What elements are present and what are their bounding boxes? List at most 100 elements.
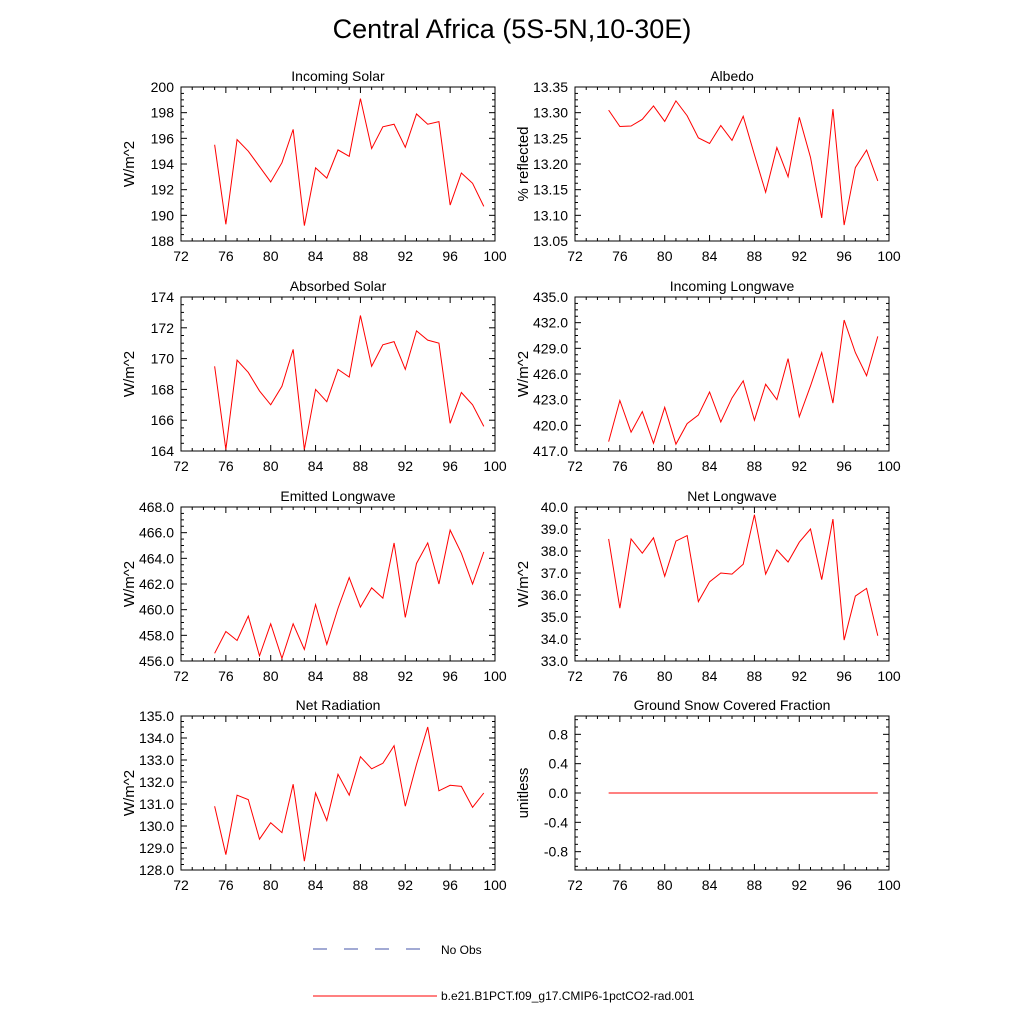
y-tick-label: 35.0 — [541, 609, 568, 625]
y-tick-label: 132.0 — [139, 774, 174, 790]
panel-net-longwave: Net Longwave W/m^2 72 76 80 84 88 92 96 100 33.0 34… — [515, 488, 901, 684]
y-tick-label: -0.4 — [544, 814, 568, 830]
x-tick-label: 80 — [263, 248, 279, 264]
y-axis-label: W/m^2 — [515, 351, 532, 397]
x-tick-label: 84 — [308, 668, 324, 684]
y-tick-label: 0.8 — [549, 726, 569, 742]
y-tick-label: 423.0 — [533, 392, 568, 408]
y-tick-label: 174 — [151, 289, 175, 305]
x-tick-label: 92 — [397, 458, 413, 474]
x-tick-label: 76 — [218, 668, 234, 684]
x-tick-label: 92 — [397, 668, 413, 684]
y-axis-label: W/m^2 — [515, 561, 532, 607]
y-tick-label: 37.0 — [541, 565, 568, 581]
panel-net-radiation: Net Radiation W/m^2 72 76 80 84 88 92 96 100 128.0… — [121, 697, 507, 893]
series-line-emitted-longwave — [214, 528, 485, 661]
x-tick-label: 88 — [353, 248, 369, 264]
x-tick-label: 100 — [483, 668, 507, 684]
x-tick-label: 96 — [442, 877, 458, 893]
y-tick-label: 466.0 — [139, 525, 174, 541]
figure-title: Central Africa (5S-5N,10-30E) — [332, 14, 692, 44]
y-tick-label: 33.0 — [541, 653, 568, 669]
series-line-albedo — [608, 99, 879, 226]
x-tick-label: 100 — [483, 877, 507, 893]
y-tick-label: 13.05 — [533, 233, 568, 249]
y-tick-label: 134.0 — [139, 730, 174, 746]
series-line-incoming-longwave — [608, 319, 879, 446]
x-tick-label: 80 — [263, 458, 279, 474]
panel-title: Incoming Longwave — [670, 278, 795, 294]
x-tick-label: 84 — [308, 458, 324, 474]
x-tick-label: 100 — [877, 248, 901, 264]
y-tick-label: 13.15 — [533, 182, 568, 198]
plot-frame — [574, 296, 890, 452]
y-tick-label: 0.4 — [549, 756, 569, 772]
series-line-incoming-solar — [214, 98, 485, 226]
x-tick-label: 88 — [747, 877, 763, 893]
series-line-net-longwave — [608, 514, 879, 641]
x-tick-label: 76 — [612, 458, 628, 474]
y-tick-label: 194 — [151, 156, 175, 172]
x-tick-label: 80 — [657, 877, 673, 893]
y-axis-label: % reflected — [515, 126, 532, 201]
y-tick-label: 196 — [151, 130, 175, 146]
x-tick-label: 80 — [263, 877, 279, 893]
x-tick-label: 72 — [567, 458, 583, 474]
x-tick-label: 92 — [791, 458, 807, 474]
plot-frame — [574, 86, 890, 242]
x-tick-label: 96 — [442, 668, 458, 684]
x-tick-label: 100 — [877, 877, 901, 893]
x-tick-label: 84 — [702, 668, 718, 684]
y-tick-label: 129.0 — [139, 840, 174, 856]
x-tick-label: 72 — [567, 668, 583, 684]
x-tick-label: 88 — [353, 877, 369, 893]
plot-frame — [180, 506, 496, 662]
panel-incoming-solar: Incoming Solar W/m^2 72 76 80 84 88 92 96 100 188 1… — [121, 68, 507, 264]
y-tick-label: 172 — [151, 320, 175, 336]
y-tick-label: 426.0 — [533, 366, 568, 382]
legend-model-label: b.e21.B1PCT.f09_g17.CMIP6-1pctCO2-rad.00… — [441, 989, 695, 1003]
x-tick-label: 80 — [657, 458, 673, 474]
y-axis-label: unitless — [515, 768, 532, 819]
y-tick-label: 131.0 — [139, 796, 174, 812]
y-tick-label: 458.0 — [139, 627, 174, 643]
panel-ground-snow-covered-fraction: Ground Snow Covered Fraction unitless 72 76… — [515, 697, 901, 893]
y-axis-label: W/m^2 — [121, 770, 138, 816]
y-axis-label: W/m^2 — [121, 141, 138, 187]
x-tick-label: 96 — [442, 248, 458, 264]
x-tick-label: 96 — [836, 668, 852, 684]
panel-title: Incoming Solar — [291, 68, 385, 84]
y-tick-label: 128.0 — [139, 862, 174, 878]
y-tick-label: 13.30 — [533, 105, 568, 121]
y-tick-label: 13.10 — [533, 207, 568, 223]
panel-title: Absorbed Solar — [290, 278, 387, 294]
x-tick-label: 92 — [791, 668, 807, 684]
x-tick-label: 72 — [567, 248, 583, 264]
x-tick-label: 76 — [612, 668, 628, 684]
y-tick-label: 130.0 — [139, 818, 174, 834]
x-tick-label: 80 — [263, 668, 279, 684]
x-tick-label: 100 — [483, 248, 507, 264]
x-tick-label: 76 — [218, 248, 234, 264]
x-tick-label: 72 — [173, 877, 189, 893]
x-tick-label: 100 — [483, 458, 507, 474]
panel-incoming-longwave: Incoming Longwave W/m^2 72 76 80 84 88 92 96 100 4… — [515, 278, 901, 474]
x-tick-label: 80 — [657, 668, 673, 684]
y-tick-label: 13.25 — [533, 130, 568, 146]
y-tick-label: 170 — [151, 351, 175, 367]
y-tick-label: 133.0 — [139, 752, 174, 768]
x-tick-label: 84 — [308, 248, 324, 264]
y-tick-label: 34.0 — [541, 631, 568, 647]
y-tick-label: 200 — [151, 79, 175, 95]
x-tick-label: 76 — [218, 877, 234, 893]
y-tick-label: 36.0 — [541, 587, 568, 603]
x-tick-label: 96 — [442, 458, 458, 474]
plot-frame — [180, 86, 496, 242]
plot-frame — [574, 506, 890, 662]
panel-title: Net Longwave — [687, 488, 777, 504]
x-tick-label: 84 — [702, 248, 718, 264]
y-tick-label: 13.35 — [533, 79, 568, 95]
y-tick-label: 168 — [151, 381, 175, 397]
y-tick-label: 432.0 — [533, 315, 568, 331]
